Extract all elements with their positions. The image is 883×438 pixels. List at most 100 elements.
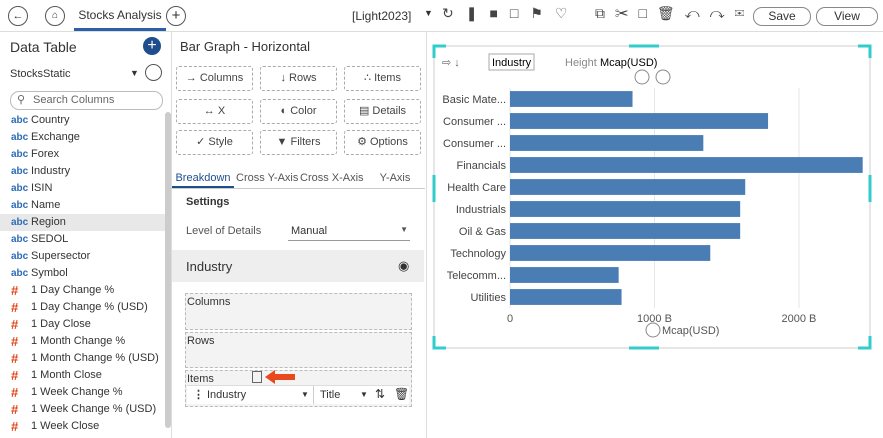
bar (510, 289, 622, 305)
config-button[interactable]: → Columns (176, 66, 253, 91)
chart-tool-icons[interactable]: ⇨ ↓ (442, 57, 460, 69)
add-tab[interactable]: + (166, 6, 186, 26)
settings-tab[interactable]: Breakdown (175, 172, 231, 184)
button-label: Color (290, 105, 317, 117)
column-item[interactable]: #1 Week Change % (0, 384, 165, 401)
rows-drop[interactable] (185, 332, 412, 368)
button-icon: ▤ (358, 105, 373, 117)
column-name: 1 Week Change % (31, 386, 123, 398)
config-button[interactable]: ◐ Color (260, 99, 337, 124)
column-item[interactable]: abc Exchange (0, 129, 165, 146)
toolbar-icons[interactable]: ↻❚■□⚑♡ (442, 5, 580, 21)
button-icon: ◐ (280, 105, 291, 117)
settings-tab[interactable]: Y-Axis (379, 172, 411, 184)
bar (510, 223, 741, 239)
config-button[interactable]: ✓ Style (176, 130, 253, 155)
field-name: Industry (492, 57, 532, 69)
settings-tab[interactable]: Cross X-Axis (300, 172, 364, 184)
sort-icon[interactable]: ⇅ (375, 387, 386, 401)
column-type: abc (11, 217, 29, 228)
bar (510, 179, 746, 195)
red-arrow (265, 370, 295, 384)
item-arrow[interactable]: ▼ (301, 390, 309, 399)
side-handles (432, 175, 872, 202)
home-button[interactable]: ⌂ (45, 6, 65, 26)
config-button[interactable]: ▼ Filters (260, 130, 337, 155)
config-button[interactable]: ⚙ Options (344, 130, 421, 155)
button-icon: ∴ (364, 72, 375, 84)
config-button[interactable]: ↔ X (176, 99, 253, 124)
item-field[interactable]: Industry (207, 389, 247, 401)
column-item[interactable]: #1 Day Change % (0, 282, 165, 299)
column-type: abc (11, 115, 29, 126)
column-name: 1 Week Change % (USD) (31, 403, 157, 415)
level-select[interactable]: Manual ▼ (288, 220, 410, 241)
sort-toggle[interactable] (634, 69, 650, 85)
level-value: Manual (291, 225, 328, 237)
drag-handle[interactable]: ⋮ (193, 389, 204, 401)
column-name: Symbol (31, 267, 68, 279)
column-item[interactable]: abc Forex (0, 146, 165, 163)
column-type: abc (11, 132, 29, 143)
column-item[interactable]: abc Country (0, 112, 165, 129)
column-item[interactable]: #1 Month Change % (USD) (0, 350, 165, 367)
column-item[interactable]: abc SEDOL (0, 231, 165, 248)
search-placeholder: Search Columns (33, 94, 115, 106)
item-title[interactable]: Title (320, 389, 341, 401)
column-item[interactable]: #1 Day Close (0, 316, 165, 333)
column-name: 1 Week Close (31, 420, 100, 432)
rows-label: Rows (187, 335, 215, 347)
config-button[interactable]: ▤ Details (344, 99, 421, 124)
add-column[interactable]: + (143, 37, 161, 55)
source[interactable]: StocksStatic (10, 68, 71, 80)
tab[interactable]: Stocks Analysis (78, 8, 162, 22)
column-item[interactable]: abc Name (0, 197, 165, 214)
axis-sort[interactable] (645, 322, 661, 338)
view-button[interactable]: View (816, 7, 878, 26)
column-type: # (11, 368, 19, 383)
save-button[interactable]: Save (753, 7, 811, 26)
column-item[interactable]: abc Symbol (0, 265, 165, 282)
source-edit[interactable] (145, 64, 162, 81)
height-label: Height (565, 57, 597, 69)
column-item[interactable]: #1 Week Close (0, 418, 165, 435)
column-item[interactable]: #1 Month Close (0, 367, 165, 384)
title-arrow[interactable]: ▼ (360, 390, 368, 399)
y-tick-label: Health Care (447, 182, 506, 194)
expand-toggle[interactable] (655, 69, 671, 85)
eye-icon[interactable]: ◉ (398, 258, 410, 273)
back-button[interactable]: ← (8, 6, 28, 26)
column-item[interactable]: abc ISIN (0, 180, 165, 197)
config-button[interactable]: ↓ Rows (260, 66, 337, 91)
column-item[interactable]: #1 Week Change % (USD) (0, 401, 165, 418)
column-item[interactable]: abc Region (0, 214, 165, 231)
theme-arrow[interactable]: ▼ (424, 8, 433, 18)
source-arrow[interactable]: ▼ (130, 68, 139, 78)
corner-handles (432, 44, 872, 350)
column-name: ISIN (31, 182, 53, 194)
column-item[interactable]: abc Industry (0, 163, 165, 180)
doc-icon[interactable] (252, 371, 262, 383)
column-item[interactable]: #1 Day Change % (USD) (0, 299, 165, 316)
y-tick-label: Consumer ... (443, 116, 506, 128)
visual-title: Bar Graph - Horizontal (180, 39, 311, 54)
columns-drop[interactable] (185, 293, 412, 330)
y-tick-label: Oil & Gas (459, 226, 507, 238)
column-item[interactable]: abc Supersector (0, 248, 165, 265)
config-button[interactable]: ∴ Items (344, 66, 421, 91)
edge-handles (629, 44, 659, 350)
y-tick-label: Telecomm... (447, 270, 506, 282)
column-item[interactable]: #1 Month Change % (0, 333, 165, 350)
theme[interactable]: [Light2023] (352, 9, 412, 23)
section-title: Settings (186, 196, 230, 208)
button-label: Details (372, 105, 407, 117)
delete-icon[interactable]: 🗑 (394, 387, 410, 401)
search-box[interactable]: ⚲ Search Columns (10, 91, 163, 110)
column-name: 1 Month Close (31, 369, 102, 381)
field-box[interactable] (488, 53, 535, 71)
bar (510, 135, 704, 151)
edit-icons[interactable]: ⧉✂□🗑↶↷✉ (595, 5, 755, 21)
settings-tab[interactable]: Cross Y-Axis (236, 172, 299, 184)
column-name: 1 Month Change % (USD) (31, 352, 159, 364)
button-label: Style (208, 136, 233, 148)
